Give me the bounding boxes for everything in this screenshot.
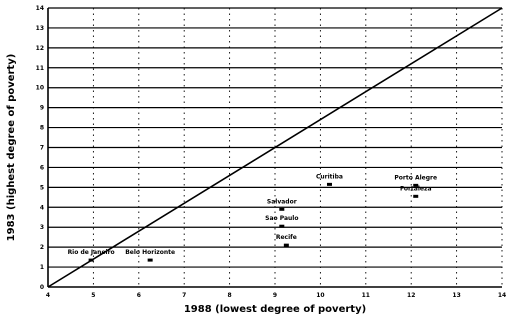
y-tick-label: 9 xyxy=(40,105,44,112)
point-marker xyxy=(279,207,285,211)
y-tick-label: 11 xyxy=(36,65,44,72)
x-tick-label: 7 xyxy=(182,292,186,299)
point-label: Recife xyxy=(276,234,297,241)
data-point: Rio de Janeiro xyxy=(68,249,115,262)
x-tick-label: 12 xyxy=(407,292,415,299)
x-tick-label: 13 xyxy=(452,292,460,299)
grid-lines xyxy=(48,7,503,287)
y-tick-label: 10 xyxy=(36,85,44,92)
y-tick-label: 7 xyxy=(40,145,44,152)
y-axis-title: 1983 (highest degree of poverty) xyxy=(6,54,17,242)
data-point: Recife xyxy=(276,234,297,247)
point-marker xyxy=(147,258,153,262)
point-marker xyxy=(413,183,419,187)
data-point: Salvador xyxy=(267,198,297,211)
point-marker xyxy=(88,258,94,262)
data-point: Porto Alegre xyxy=(394,174,437,187)
point-label: Fortaleza xyxy=(400,185,432,192)
point-marker xyxy=(283,243,289,247)
point-marker xyxy=(326,182,332,186)
point-marker xyxy=(279,224,285,228)
x-tick-labels: 4 5 6 7 8 9 10 11 12 13 14 xyxy=(46,292,506,299)
y-tick-label: 5 xyxy=(40,184,44,191)
data-point: Fortaleza xyxy=(400,185,432,198)
y-tick-label: 4 xyxy=(40,204,44,211)
y-tick-label: 8 xyxy=(40,125,44,132)
point-marker xyxy=(413,194,419,198)
y-tick-label: 6 xyxy=(40,164,44,171)
y-tick-label: 1 xyxy=(40,264,44,271)
x-tick-label: 4 xyxy=(46,292,50,299)
y-tick-label: 12 xyxy=(36,45,44,52)
point-label: Sao Paulo xyxy=(265,215,298,222)
point-label: Curitiba xyxy=(316,173,343,180)
y-tick-label: 3 xyxy=(40,224,44,231)
y-tick-label: 13 xyxy=(36,25,44,32)
y-tick-label: 0 xyxy=(40,284,44,291)
point-label: Porto Alegre xyxy=(394,174,437,181)
x-tick-label: 5 xyxy=(91,292,95,299)
data-point: Belo Horizonte xyxy=(125,249,175,262)
point-label: Rio de Janeiro xyxy=(68,249,115,256)
data-point: Curitiba xyxy=(316,173,343,186)
x-axis-title: 1988 (lowest degree of poverty) xyxy=(184,304,366,315)
x-tick-label: 6 xyxy=(137,292,141,299)
data-point: Sao Paulo xyxy=(265,215,298,228)
y-tick-label: 2 xyxy=(40,244,44,251)
x-tick-label: 9 xyxy=(273,292,277,299)
x-tick-label: 14 xyxy=(498,292,506,299)
diagonal-reference-line xyxy=(47,7,503,288)
x-tick-label: 11 xyxy=(362,292,370,299)
y-tick-label: 14 xyxy=(36,5,44,12)
point-label: Salvador xyxy=(267,198,297,205)
data-points: Rio de Janeiro Belo Horizonte Recife Sao Pa… xyxy=(68,173,437,262)
x-tick-label: 8 xyxy=(228,292,232,299)
point-label: Belo Horizonte xyxy=(125,249,175,256)
x-tick-label: 10 xyxy=(316,292,324,299)
